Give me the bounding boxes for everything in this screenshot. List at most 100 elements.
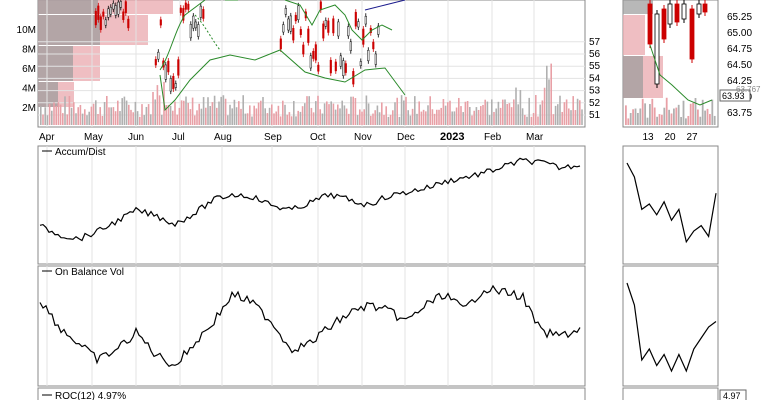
candle-body <box>97 5 100 20</box>
volume-bar <box>581 109 583 125</box>
volume-bar <box>200 108 203 125</box>
candle-body <box>197 24 200 37</box>
volume-bar <box>125 100 128 125</box>
zoom-volume-bar <box>711 99 714 125</box>
volume-bar <box>209 106 211 125</box>
candle-body <box>154 59 157 66</box>
volume-bar <box>411 108 414 125</box>
candle-body <box>372 41 375 50</box>
zoom-volume-bar <box>675 107 678 125</box>
volume-bar <box>132 112 134 125</box>
zoom-date-axis: 13 20 27 <box>642 132 698 143</box>
candle-body <box>184 2 187 10</box>
candle-body <box>287 18 290 31</box>
volume-bar <box>471 115 473 125</box>
volume-bar <box>233 99 236 125</box>
volume-bar <box>482 104 484 125</box>
zoom-volume-bar <box>692 102 694 125</box>
volume-bar <box>282 100 284 125</box>
zoom-volume-bar <box>697 109 699 125</box>
volume-bar <box>84 109 86 125</box>
volume-by-price-bar <box>623 0 653 14</box>
candle-body <box>302 44 305 55</box>
volume-bar <box>403 100 405 125</box>
accum-dist-line <box>39 157 581 242</box>
volume-bar <box>493 111 495 125</box>
volume-bar <box>332 103 335 125</box>
volume-bar <box>499 107 502 125</box>
volume-bar <box>229 104 231 125</box>
month-label: Apr <box>39 132 55 143</box>
volume-bar <box>301 106 304 125</box>
volume-bar <box>266 113 269 125</box>
volume-bar <box>51 110 53 125</box>
candle-body <box>107 8 110 18</box>
volume-bar <box>59 104 62 125</box>
volume-bar <box>418 101 420 125</box>
zoom-volume-bar <box>680 117 682 125</box>
candle-body <box>292 28 295 41</box>
volume-bars <box>40 63 583 125</box>
volume-bar <box>167 104 170 125</box>
volume-bar <box>334 109 337 125</box>
candle-body <box>282 24 285 33</box>
zoom-price-tick-label: 63.75 <box>727 108 752 119</box>
volume-bar <box>433 113 436 125</box>
volume-bar <box>486 101 489 125</box>
volume-bar <box>235 107 238 125</box>
volume-bar <box>396 97 398 125</box>
volume-bar <box>343 105 346 125</box>
volume-bar <box>277 105 280 125</box>
volume-bar <box>174 101 176 125</box>
zoom-volume-bar <box>641 98 644 125</box>
volume-bar <box>88 111 90 125</box>
zoom-obv-panel <box>622 265 719 387</box>
volume-bar <box>40 106 42 125</box>
obv-legend: On Balance Vol <box>55 267 124 278</box>
zoom-volume-bar <box>651 98 654 125</box>
main-price-panel <box>37 0 586 128</box>
volume-bar <box>231 108 233 125</box>
zoom-candle-body <box>647 3 653 45</box>
candle-body <box>344 63 347 73</box>
candle-body <box>122 11 125 20</box>
candle-body <box>294 14 297 22</box>
volume-bar <box>491 99 493 125</box>
volume-bar <box>152 91 154 125</box>
volume-bar <box>156 85 159 125</box>
candle-body <box>289 15 292 32</box>
volume-bar <box>218 101 220 125</box>
volume-bar <box>572 96 574 125</box>
volume-bar <box>394 102 396 125</box>
candle-body <box>99 16 102 30</box>
candle-body <box>309 55 312 69</box>
volume-bar <box>251 116 253 125</box>
volume-bar <box>315 101 317 125</box>
volume-tick-label: 2M <box>22 103 36 114</box>
volume-bar <box>528 97 530 125</box>
volume-bar <box>532 112 535 125</box>
volume-bar <box>524 114 526 125</box>
obv-panel: On Balance Vol <box>37 265 586 387</box>
volume-bar <box>216 107 218 125</box>
candle-body <box>112 3 115 10</box>
volume-bar <box>328 104 330 125</box>
volume-bar <box>119 111 121 125</box>
zoom-volume-bar <box>709 114 711 125</box>
volume-bar <box>517 104 519 125</box>
volume-bar <box>495 108 497 125</box>
volume-bar <box>444 105 447 125</box>
zoom-volume-bar <box>670 113 673 125</box>
volume-bar <box>299 111 302 125</box>
volume-bar <box>172 110 174 125</box>
upper-band-line <box>225 0 393 41</box>
candle-body <box>119 1 122 8</box>
volume-by-price-bar <box>623 56 643 98</box>
volume-bar <box>438 109 440 125</box>
zoom-volume-bar <box>646 117 649 125</box>
volume-bar <box>165 105 167 125</box>
volume-bar <box>53 102 55 125</box>
volume-bar <box>504 99 506 125</box>
